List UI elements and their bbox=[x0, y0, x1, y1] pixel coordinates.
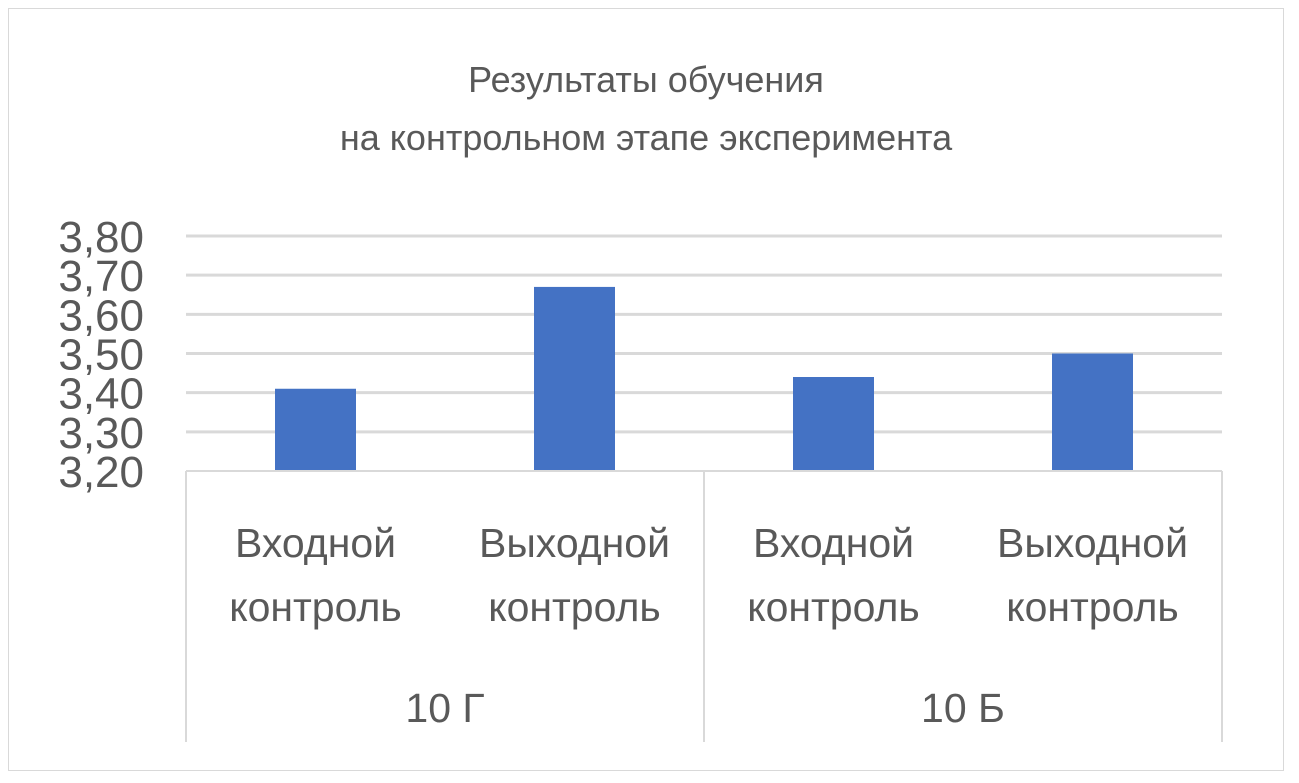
category-label-line-2: контроль bbox=[229, 584, 402, 630]
bar bbox=[534, 286, 615, 471]
chart-title-line-1: Результаты обучения bbox=[468, 59, 824, 100]
y-tick-label: 3,40 bbox=[58, 370, 144, 419]
category-label-line-1: Входной bbox=[753, 520, 914, 566]
y-tick-label: 3,20 bbox=[58, 448, 144, 497]
y-tick-label: 3,70 bbox=[58, 252, 144, 301]
bar bbox=[1052, 353, 1133, 471]
y-tick-label: 3,50 bbox=[58, 331, 144, 380]
category-label-line-2: контроль bbox=[747, 584, 920, 630]
bar bbox=[275, 388, 356, 471]
y-tick-label: 3,80 bbox=[58, 213, 144, 262]
bar bbox=[793, 377, 874, 471]
category-label-line-2: контроль bbox=[1006, 584, 1179, 630]
y-tick-label: 3,30 bbox=[58, 409, 144, 458]
group-label: 10 Г bbox=[405, 685, 484, 731]
group-label: 10 Б bbox=[921, 685, 1005, 731]
chart-title-line-2: на контрольном этапе эксперимента bbox=[340, 117, 953, 158]
category-label-line-1: Выходной bbox=[479, 520, 670, 566]
category-label-line-1: Входной bbox=[235, 520, 396, 566]
chart-frame bbox=[8, 8, 1284, 771]
category-label-line-2: контроль bbox=[488, 584, 661, 630]
y-tick-label: 3,60 bbox=[58, 291, 144, 340]
category-label-line-1: Выходной bbox=[997, 520, 1188, 566]
